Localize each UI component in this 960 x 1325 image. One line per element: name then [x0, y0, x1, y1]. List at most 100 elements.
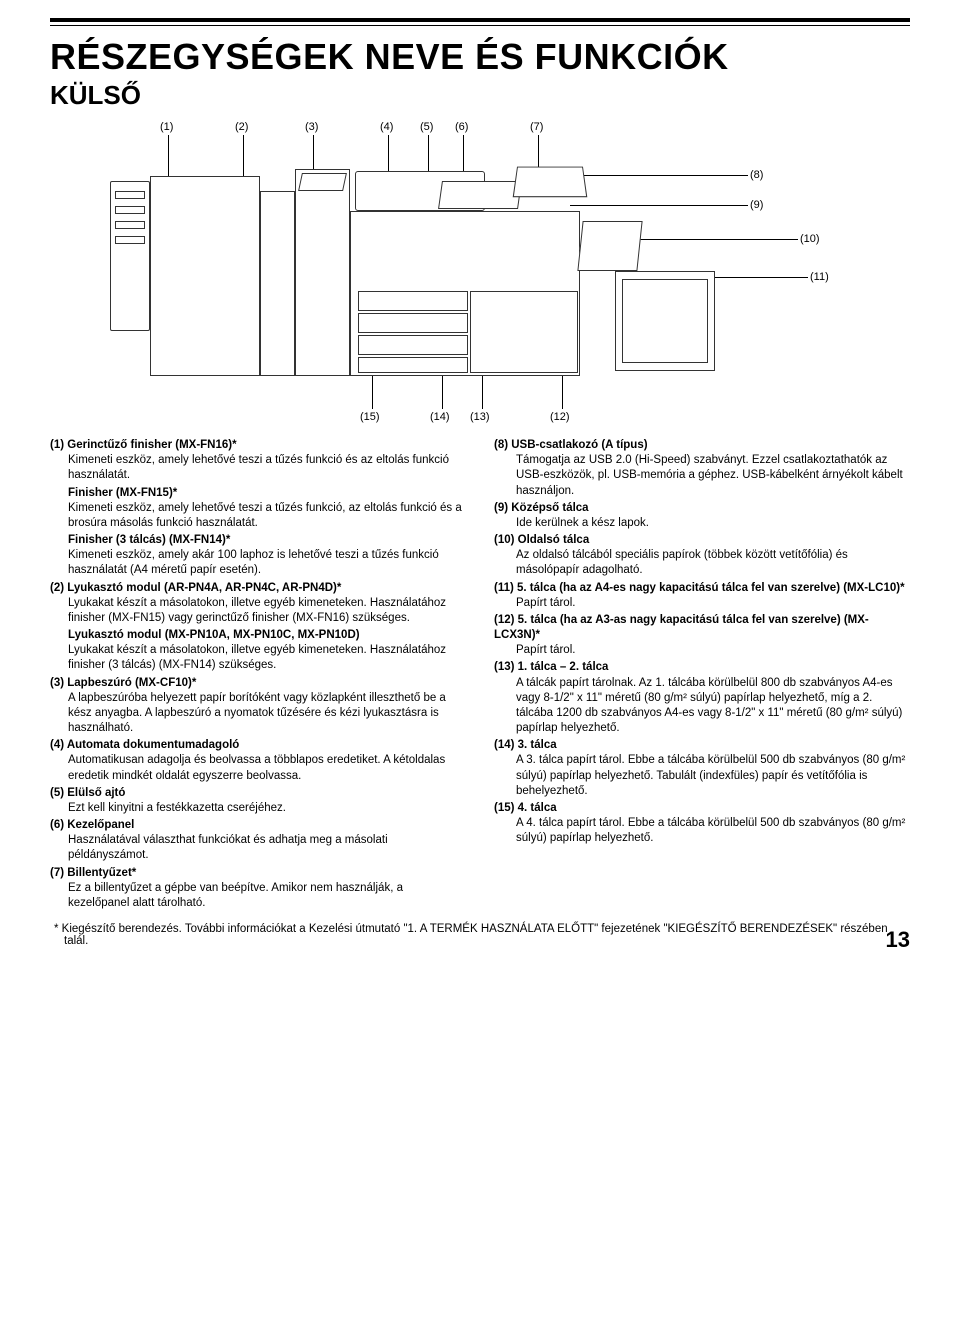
lead	[630, 239, 798, 240]
tray2	[358, 313, 468, 333]
left-column: (1) Gerinctűző finisher (MX-FN16)*Kimene…	[50, 438, 466, 913]
lead	[700, 277, 808, 278]
right-column: (8) USB-csatlakozó (A típus)Támogatja az…	[494, 438, 910, 913]
desc-body: A 3. tálca papírt tárol. Ebbe a tálcába …	[494, 753, 910, 799]
desc-head: (12) 5. tálca (ha az A3-as nagy kapacitá…	[494, 613, 910, 643]
desc-head: (4) Automata dokumentumadagoló	[50, 738, 466, 753]
desc-item: (3) Lapbeszúró (MX-CF10)*A lapbeszúróba …	[50, 676, 466, 737]
desc-sub-body: Lyukakat készít a másolatokon, illetve e…	[50, 643, 466, 673]
desc-item: (8) USB-csatlakozó (A típus)Támogatja az…	[494, 438, 910, 499]
lead	[580, 175, 748, 176]
lead	[243, 135, 244, 180]
bypass-tray	[577, 221, 642, 271]
callout-1: (1)	[160, 121, 173, 133]
desc-head: (5) Elülső ajtó	[50, 786, 466, 801]
desc-item: (10) Oldalsó tálcaAz oldalsó tálcából sp…	[494, 533, 910, 579]
desc-head: (11) 5. tálca (ha az A4-es nagy kapacitá…	[494, 581, 910, 596]
description-columns: (1) Gerinctűző finisher (MX-FN16)*Kimene…	[50, 438, 910, 913]
rule-thick	[50, 18, 910, 22]
lct-lid	[622, 279, 708, 363]
tray1	[358, 291, 468, 311]
punch-module	[260, 191, 295, 376]
desc-sub-head: Finisher (MX-FN15)*	[50, 486, 466, 501]
machine-figure: (1) (2) (3) (4) (5) (6) (7) (8) (9) (10)…	[110, 121, 890, 426]
tray	[115, 191, 145, 199]
desc-item: (2) Lyukasztó modul (AR-PN4A, AR-PN4C, A…	[50, 581, 466, 674]
lead	[570, 205, 748, 206]
keyboard	[513, 167, 588, 198]
desc-head: (7) Billentyűzet*	[50, 866, 466, 881]
desc-head: (9) Középső tálca	[494, 501, 910, 516]
tray-right-block	[470, 291, 578, 373]
desc-sub-body: Kimeneti eszköz, amely lehetővé teszi a …	[50, 501, 466, 531]
desc-sub-head: Lyukasztó modul (MX-PN10A, MX-PN10C, MX-…	[50, 628, 466, 643]
control-panel	[438, 181, 522, 209]
desc-body: Ez a billentyűzet a gépbe van beépítve. …	[50, 881, 466, 911]
desc-body: A lapbeszúróba helyezett papír borítókén…	[50, 691, 466, 737]
lead	[442, 371, 443, 409]
desc-item: (13) 1. tálca – 2. tálcaA tálcák papírt …	[494, 660, 910, 736]
callout-14: (14)	[430, 411, 450, 423]
desc-body: Az oldalsó tálcából speciális papírok (t…	[494, 548, 910, 578]
finisher-body	[150, 176, 260, 376]
callout-13: (13)	[470, 411, 490, 423]
tray4	[358, 357, 468, 373]
desc-body: Támogatja az USB 2.0 (Hi-Speed) szabvány…	[494, 453, 910, 499]
desc-body: A tálcák papírt tárolnak. Az 1. tálcába …	[494, 676, 910, 737]
desc-head: (1) Gerinctűző finisher (MX-FN16)*	[50, 438, 466, 453]
inserter-top-tray	[298, 173, 347, 191]
inserter	[295, 169, 350, 376]
desc-body: Kimeneti eszköz, amely lehetővé teszi a …	[50, 453, 466, 483]
callout-3: (3)	[305, 121, 318, 133]
lead	[562, 371, 563, 409]
callout-11: (11)	[810, 271, 829, 283]
page-title: RÉSZEGYSÉGEK NEVE ÉS FUNKCIÓK	[50, 36, 910, 78]
desc-head: (15) 4. tálca	[494, 801, 910, 816]
desc-head: (10) Oldalsó tálca	[494, 533, 910, 548]
lead	[388, 135, 389, 175]
desc-item: (4) Automata dokumentumadagolóAutomatiku…	[50, 738, 466, 784]
desc-item: (12) 5. tálca (ha az A3-as nagy kapacitá…	[494, 613, 910, 659]
lead	[168, 135, 169, 177]
callout-10: (10)	[800, 233, 820, 245]
tray	[115, 236, 145, 244]
page-number: 13	[886, 927, 910, 953]
desc-head: (14) 3. tálca	[494, 738, 910, 753]
desc-head: (13) 1. tálca – 2. tálca	[494, 660, 910, 675]
rule-thin	[50, 25, 910, 26]
callout-8: (8)	[750, 169, 763, 181]
desc-item: (15) 4. tálcaA 4. tálca papírt tárol. Eb…	[494, 801, 910, 847]
finisher-tray-stack	[110, 181, 150, 331]
desc-body: Ide kerülnek a kész lapok.	[494, 516, 910, 531]
tray	[115, 221, 145, 229]
desc-body: Használatával választhat funkciókat és a…	[50, 833, 466, 863]
desc-body: Ezt kell kinyitni a festékkazetta cseréj…	[50, 801, 466, 816]
lead	[482, 371, 483, 409]
desc-sub-body: Kimeneti eszköz, amely akár 100 laphoz i…	[50, 548, 466, 578]
callout-2: (2)	[235, 121, 248, 133]
desc-item: (1) Gerinctűző finisher (MX-FN16)*Kimene…	[50, 438, 466, 579]
lead	[372, 371, 373, 409]
callout-5: (5)	[420, 121, 433, 133]
desc-head: (2) Lyukasztó modul (AR-PN4A, AR-PN4C, A…	[50, 581, 466, 596]
tray	[115, 206, 145, 214]
desc-item: (14) 3. tálcaA 3. tálca papírt tárol. Eb…	[494, 738, 910, 799]
desc-item: (5) Elülső ajtóEzt kell kinyitni a festé…	[50, 786, 466, 816]
callout-15: (15)	[360, 411, 380, 423]
desc-body: Automatikusan adagolja és beolvassa a tö…	[50, 753, 466, 783]
desc-body: Papírt tárol.	[494, 643, 910, 658]
desc-item: (11) 5. tálca (ha az A4-es nagy kapacitá…	[494, 581, 910, 611]
desc-body: Papírt tárol.	[494, 596, 910, 611]
tray3	[358, 335, 468, 355]
callout-7: (7)	[530, 121, 543, 133]
desc-body: A 4. tálca papírt tárol. Ebbe a tálcába …	[494, 816, 910, 846]
desc-head: (8) USB-csatlakozó (A típus)	[494, 438, 910, 453]
callout-4: (4)	[380, 121, 393, 133]
desc-head: (6) Kezelőpanel	[50, 818, 466, 833]
callout-9: (9)	[750, 199, 763, 211]
desc-head: (3) Lapbeszúró (MX-CF10)*	[50, 676, 466, 691]
lead	[538, 135, 539, 171]
page-subtitle: KÜLSŐ	[50, 80, 910, 111]
callout-12: (12)	[550, 411, 570, 423]
desc-body: Lyukakat készít a másolatokon, illetve e…	[50, 596, 466, 626]
